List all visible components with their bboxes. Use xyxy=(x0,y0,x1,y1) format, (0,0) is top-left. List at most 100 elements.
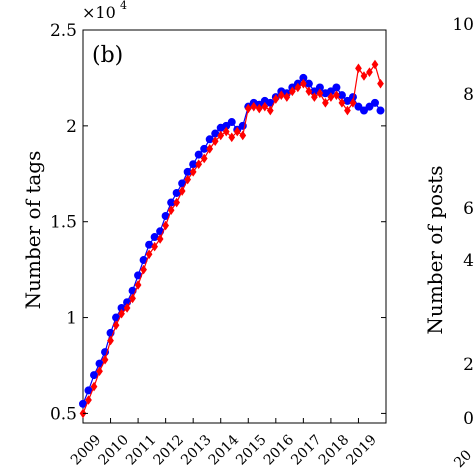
data-point xyxy=(145,249,153,260)
data-point xyxy=(134,280,142,290)
data-point xyxy=(211,129,220,138)
right-x-tick-label: 20 xyxy=(451,447,474,471)
y-tick-label: 2 xyxy=(66,117,77,137)
data-point xyxy=(178,186,186,196)
x-tick-label: 2019 xyxy=(343,432,380,469)
data-point xyxy=(349,98,357,108)
data-point xyxy=(195,159,203,169)
series-2 xyxy=(79,59,384,419)
data-point xyxy=(360,71,368,81)
data-point xyxy=(140,264,147,275)
data-point xyxy=(96,366,103,377)
data-point xyxy=(178,179,187,188)
data-point xyxy=(129,293,136,304)
data-point xyxy=(189,167,197,177)
data-point xyxy=(233,126,241,137)
data-point xyxy=(300,78,307,89)
right-y-tick-label: 6 xyxy=(463,199,474,219)
data-point xyxy=(305,86,313,97)
data-point xyxy=(90,371,99,380)
data-point xyxy=(332,83,341,92)
data-point xyxy=(304,79,313,88)
data-point xyxy=(123,303,131,313)
chart-panel-b: 0.5 1 1.5 2 2.5 2009201020112012201320142015… xyxy=(21,0,387,468)
data-point xyxy=(255,103,263,114)
y-tick-label: 2.5 xyxy=(50,21,77,41)
data-point xyxy=(217,130,225,141)
right-y-tick-label: 2 xyxy=(463,355,474,375)
data-point xyxy=(139,256,148,265)
data-point xyxy=(377,78,384,89)
exponent-label: ×10 xyxy=(82,3,116,22)
data-point xyxy=(85,395,92,405)
data-point xyxy=(344,105,351,116)
data-point xyxy=(101,354,109,365)
data-point xyxy=(145,240,154,249)
data-point xyxy=(194,150,203,159)
data-point xyxy=(366,67,373,77)
data-point xyxy=(222,126,230,137)
data-point xyxy=(228,132,236,143)
data-point xyxy=(337,91,346,100)
x-tick-label: 2017 xyxy=(288,432,325,469)
data-point xyxy=(112,313,121,322)
y-axis-label: Number of tags xyxy=(21,151,45,310)
data-point xyxy=(371,59,379,70)
data-point xyxy=(150,233,159,242)
data-point xyxy=(167,205,175,216)
data-point xyxy=(156,234,164,244)
y-axis-ticks: 0.5 1 1.5 2 2.5 xyxy=(50,21,386,424)
data-point xyxy=(205,135,214,144)
y-tick-label: 1.5 xyxy=(50,213,77,233)
right-y-tick-label: 0 xyxy=(463,409,474,429)
x-tick-label: 2010 xyxy=(95,432,132,469)
data-point xyxy=(161,211,170,220)
x-tick-label: 2015 xyxy=(233,432,270,469)
data-point xyxy=(107,335,114,346)
right-y-axis-label: Number of posts xyxy=(423,165,447,334)
data-point xyxy=(151,241,158,252)
data-point xyxy=(338,98,346,108)
data-point xyxy=(239,130,247,141)
data-point xyxy=(272,94,280,104)
right-y-axis-ticks: 10 8 6 4 2 0 xyxy=(452,15,474,429)
x-tick-label: 2013 xyxy=(178,432,215,469)
data-point xyxy=(322,98,329,108)
x-tick-label: 2018 xyxy=(316,432,353,469)
x-tick-label: 2009 xyxy=(68,432,105,469)
data-point xyxy=(79,399,87,408)
data-point xyxy=(167,198,176,207)
right-y-tick-label: 8 xyxy=(463,85,474,105)
data-point xyxy=(134,271,143,280)
data-point xyxy=(84,386,93,395)
data-point xyxy=(283,92,291,102)
data-point xyxy=(95,359,104,368)
data-point xyxy=(183,167,192,176)
data-point xyxy=(294,82,302,93)
data-point xyxy=(250,101,258,112)
data-point xyxy=(206,144,214,154)
y-tick-label: 1 xyxy=(66,309,77,329)
data-point xyxy=(90,381,98,392)
data-point xyxy=(117,303,126,312)
x-axis-ticks: 2009201020112012201320142015201620172018… xyxy=(68,418,380,468)
data-point xyxy=(261,101,269,112)
data-point xyxy=(333,90,340,100)
data-point xyxy=(172,188,181,197)
data-point xyxy=(376,106,385,115)
data-point xyxy=(200,153,208,164)
right-y-tick-label: 10 xyxy=(452,15,474,35)
series-line xyxy=(82,63,382,414)
data-point xyxy=(327,92,335,102)
exponent-power: 4 xyxy=(120,0,127,12)
data-point xyxy=(315,83,324,92)
right-y-tick-label: 4 xyxy=(463,251,474,271)
series-layer xyxy=(79,59,385,419)
data-point xyxy=(189,160,198,169)
data-point xyxy=(266,105,274,116)
x-tick-label: 2012 xyxy=(151,432,188,469)
data-point xyxy=(316,88,324,99)
plot-frame xyxy=(82,29,387,424)
